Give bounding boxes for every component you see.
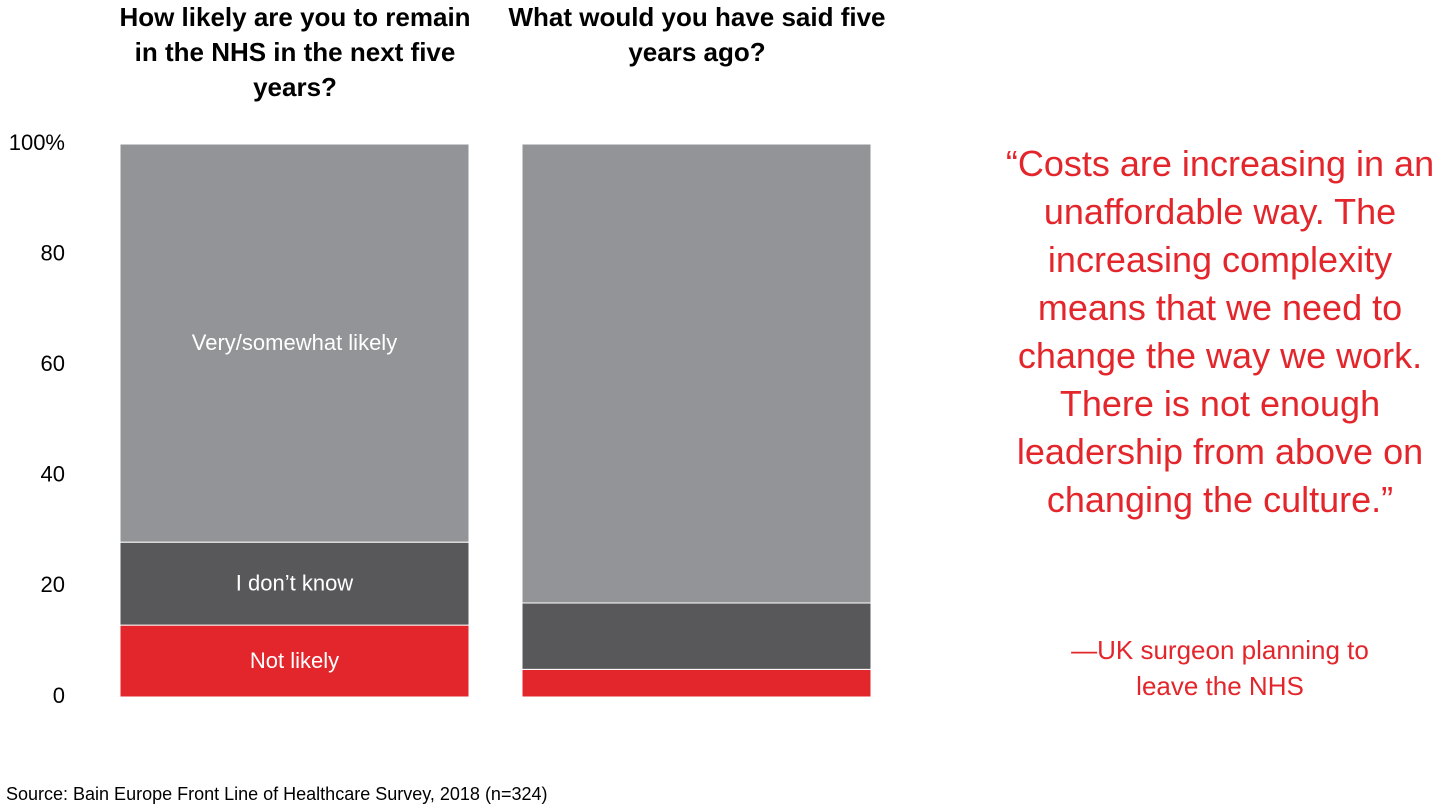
bar-segment (521, 668, 872, 698)
bar-segment (521, 602, 872, 670)
column-title: How likely are you to remain in the NHS … (119, 2, 471, 102)
y-tick-label: 0 (53, 683, 65, 708)
y-tick-label: 60 (41, 351, 65, 376)
bar-segment (119, 624, 470, 698)
bar-segment (119, 143, 470, 543)
y-tick-label: 100% (9, 130, 65, 155)
segment-label: I don’t know (236, 570, 354, 595)
bar-segment (119, 541, 470, 626)
segment-label: Very/somewhat likely (192, 330, 397, 355)
bar-segment (521, 143, 872, 604)
y-tick-label: 40 (41, 462, 65, 487)
quote: “Costs are increasing in an unaffordable… (1005, 143, 1435, 520)
y-tick-label: 80 (41, 240, 65, 265)
y-tick-label: 20 (41, 572, 65, 597)
segment-label: Not likely (250, 648, 339, 673)
source-note: Source: Bain Europe Front Line of Health… (6, 784, 548, 804)
quote-attribution: —UK surgeon planning to leave the NHS (1071, 635, 1369, 701)
column-title: What would you have said five years ago? (508, 2, 886, 67)
